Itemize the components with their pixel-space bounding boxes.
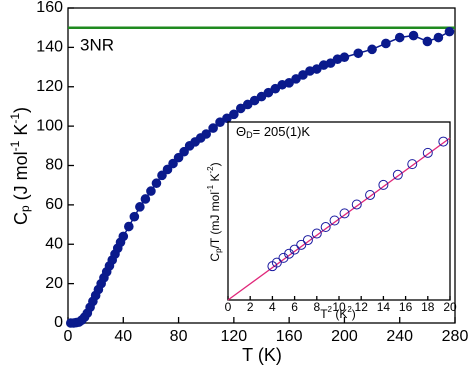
data-point <box>168 158 178 169</box>
y-tick-label: 40 <box>45 235 63 252</box>
x-tick-label: 160 <box>276 328 303 345</box>
label-part: p <box>214 248 223 253</box>
x-tick-label: 2 <box>247 300 254 314</box>
data-point <box>381 38 391 49</box>
label-part: /T (mJ mol <box>208 192 222 248</box>
data-point <box>157 170 167 181</box>
data-point <box>229 109 239 120</box>
label-part: D <box>246 130 253 140</box>
x-tick-label: 6 <box>291 300 298 314</box>
data-point <box>422 36 433 47</box>
y-tick-label: 20 <box>45 275 63 292</box>
data-point <box>408 30 419 41</box>
label-part: = 205(1)K <box>253 124 311 139</box>
data-point <box>353 48 364 59</box>
data-point <box>146 186 156 196</box>
label-part: 2 <box>347 305 352 314</box>
x-tick-label: 12 <box>355 300 369 314</box>
data-point <box>329 215 340 226</box>
x-tick-label: 80 <box>170 328 188 345</box>
plot-frame <box>227 121 451 301</box>
data-point <box>118 231 129 242</box>
x-tick-label: 4 <box>269 300 276 314</box>
data-point <box>208 123 218 133</box>
data-point <box>433 32 444 43</box>
x-tick-label: 280 <box>442 328 469 345</box>
x-tick-label: 10 <box>332 300 346 314</box>
data-point <box>289 244 300 255</box>
y-tick-label: 80 <box>45 157 63 174</box>
data-point <box>151 178 162 189</box>
label-part: ) <box>11 107 31 113</box>
data-point <box>351 199 362 210</box>
x-tick-label: 200 <box>331 328 358 345</box>
label-part: (K <box>332 307 347 321</box>
label-part: 2 <box>328 305 333 314</box>
x-tick-label: 0 <box>225 300 232 314</box>
x-tick-label: 20 <box>443 300 457 314</box>
data-point <box>407 159 418 170</box>
data-point <box>392 169 403 180</box>
y-tick-label: 0 <box>54 314 63 331</box>
data-point <box>162 164 173 175</box>
data-point <box>444 26 455 37</box>
label-part: K <box>208 174 222 185</box>
data-point <box>422 147 433 158</box>
data-point <box>365 189 376 200</box>
x-tick-label: 40 <box>114 328 132 345</box>
label-part: -2 <box>206 166 215 174</box>
data-point <box>320 222 331 233</box>
data-point <box>311 228 322 239</box>
data-point <box>438 136 449 147</box>
data-point <box>173 152 184 163</box>
label-part: -1 <box>8 113 22 124</box>
data-point <box>378 179 389 190</box>
label-part: -1 <box>8 140 22 151</box>
data-point <box>179 146 189 157</box>
data-point <box>367 44 377 55</box>
label-part: (J mol <box>11 151 31 205</box>
x-tick-label: 240 <box>386 328 413 345</box>
data-line <box>70 30 450 324</box>
label-part: T <box>320 307 328 321</box>
data-point <box>124 221 134 232</box>
y-tick-label: 120 <box>36 78 63 95</box>
x-tick-label: 18 <box>421 300 435 314</box>
y-axis-label: Cp (J mol-1 K-1) <box>8 107 32 225</box>
annotation: ΘD= 205(1)K <box>236 124 310 140</box>
data-point <box>394 32 405 43</box>
data-point <box>135 202 145 212</box>
y-tick-label: 160 <box>36 0 63 16</box>
data-point <box>302 235 313 246</box>
y-tick-label: 60 <box>45 196 63 213</box>
label-part: Θ <box>236 124 246 139</box>
label-part: p <box>18 205 32 212</box>
inset-y-axis-label: Cp/T (mJ mol-1 K-2) <box>206 162 223 261</box>
x-tick-label: 120 <box>221 328 248 345</box>
x-tick-label: 14 <box>377 300 391 314</box>
inset-x-axis-label: T2 (K2) <box>320 305 356 321</box>
label-part: K <box>11 124 31 141</box>
x-tick-label: 8 <box>313 300 320 314</box>
data-point <box>201 129 212 139</box>
data-point <box>339 52 350 63</box>
label-part: C <box>11 212 31 225</box>
data-point <box>129 211 140 222</box>
x-tick-label: 16 <box>399 300 413 314</box>
x-axis-label: T (K) <box>242 345 282 365</box>
y-tick-label: 100 <box>36 117 63 134</box>
y-tick-label: 140 <box>36 39 63 56</box>
annotation: 3NR <box>80 35 114 54</box>
label-part: ) <box>208 162 222 166</box>
label-part: -1 <box>206 184 215 192</box>
label-part: ) <box>352 307 356 321</box>
data-point <box>296 239 307 250</box>
data-point <box>339 208 350 219</box>
data-point <box>271 257 282 268</box>
data-point <box>140 194 151 204</box>
x-tick-label: 0 <box>64 328 73 345</box>
label-part: C <box>208 253 222 262</box>
